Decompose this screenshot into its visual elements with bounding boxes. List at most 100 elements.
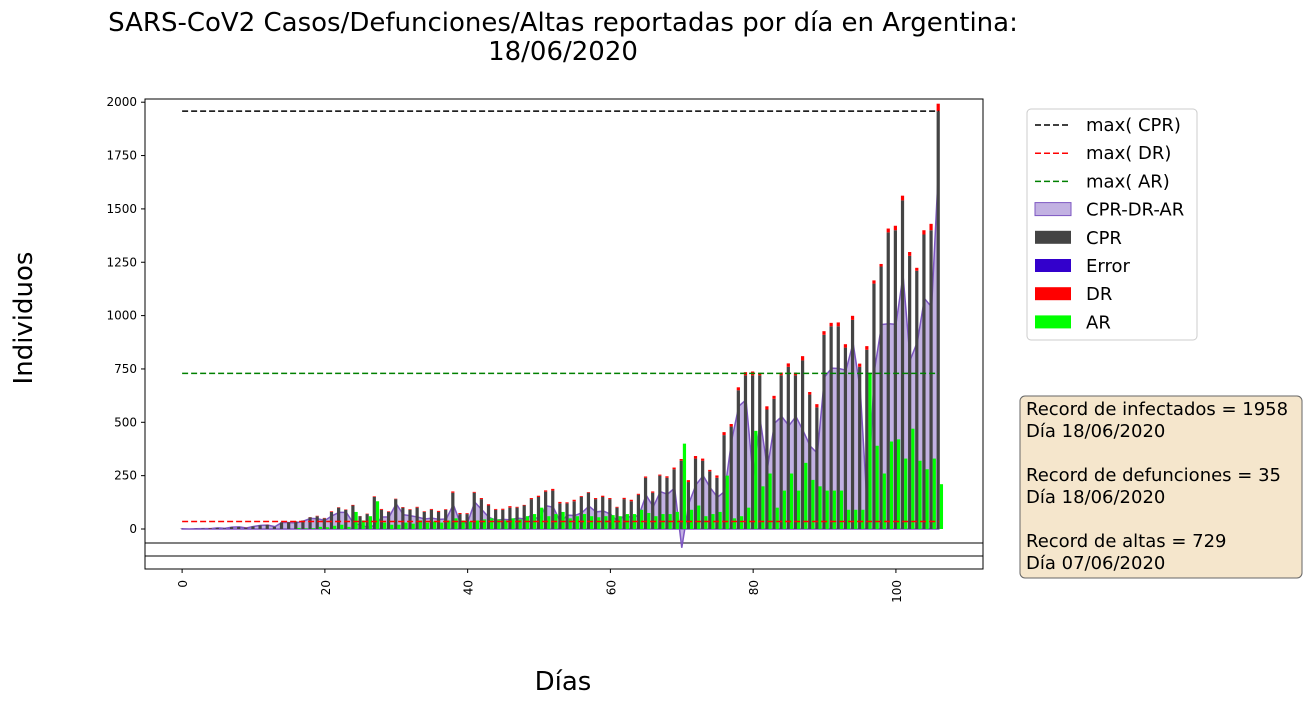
cpr-bar [837, 326, 840, 529]
cpr-bar [808, 395, 811, 529]
dr-bar [837, 322, 840, 326]
y-tick-label: 500 [114, 415, 137, 429]
ar-bar [883, 474, 886, 529]
cpr-bar [351, 506, 354, 529]
ar-bar [876, 446, 879, 529]
ar-bar [654, 516, 657, 529]
dr-bar [929, 224, 932, 230]
dr-bar [815, 404, 818, 407]
dr-bar [537, 496, 540, 497]
ar-bar [319, 527, 322, 529]
dr-bar [508, 506, 511, 507]
legend-swatch [1035, 203, 1071, 216]
legend-swatch [1035, 259, 1071, 272]
cpr-bar [573, 501, 576, 529]
dr-bar [473, 492, 476, 493]
ar-bar [754, 431, 757, 529]
dr-bar [701, 459, 704, 461]
ar-bar [369, 516, 372, 529]
x-tick-label: 0 [176, 580, 190, 588]
cpr-bar [737, 390, 740, 529]
dr-bar [808, 392, 811, 395]
dr-bar [594, 498, 597, 499]
chart-title: SARS-CoV2 Casos/Defunciones/Altas report… [108, 8, 1018, 38]
cpr-bar [266, 525, 269, 529]
cpr-bar [922, 235, 925, 529]
record-text: Día 07/06/2020 [1026, 553, 1165, 574]
cpr-bar [830, 326, 833, 529]
ar-bar [940, 484, 943, 529]
dr-bar [865, 346, 868, 350]
ar-bar [911, 429, 914, 529]
dr-bar [672, 468, 675, 470]
dr-bar [730, 424, 733, 427]
dr-bar [623, 498, 626, 499]
cpr-bar [601, 497, 604, 529]
cpr-bar [730, 427, 733, 529]
dr-bar [351, 505, 354, 506]
cpr-bar [258, 525, 261, 529]
legend-swatch [1035, 287, 1071, 300]
cpr-bar [416, 508, 419, 529]
cpr-bar [394, 499, 397, 529]
dr-bar [380, 509, 383, 510]
ar-bar [890, 442, 893, 529]
cpr-bar [380, 510, 383, 529]
dr-bar [665, 476, 668, 477]
legend-label: AR [1086, 312, 1111, 333]
x-tick-label: 100 [890, 580, 904, 603]
ar-bar [476, 520, 479, 529]
cpr-bar [694, 459, 697, 529]
dr-bar [451, 491, 454, 492]
ar-bar [305, 528, 308, 529]
cpr-bar [501, 510, 504, 529]
cpr-bar [508, 508, 511, 529]
dr-bar [544, 490, 547, 491]
ar-bar [597, 517, 600, 529]
dr-bar [901, 196, 904, 201]
dr-bar [772, 396, 775, 399]
ar-bar [619, 516, 622, 529]
cpr-bar [780, 375, 783, 529]
cpr-bar [316, 516, 319, 529]
cpr-bar [308, 517, 311, 529]
y-tick-label: 1250 [106, 255, 137, 269]
legend-label: max( CPR) [1086, 115, 1181, 136]
cpr-bar [323, 518, 326, 529]
dr-bar [444, 509, 447, 510]
record-text: Día 18/06/2020 [1026, 421, 1165, 442]
ar-bar [761, 486, 764, 529]
ar-bar [604, 516, 607, 529]
y-axis-label: Individuos [9, 252, 39, 385]
dr-bar [501, 509, 504, 510]
cpr-bar [844, 348, 847, 529]
ar-bar [312, 528, 315, 529]
dr-bar [915, 268, 918, 271]
cpr-bar [865, 350, 868, 529]
ar-bar [562, 512, 565, 529]
dr-bar [587, 492, 590, 493]
ar-bar [390, 525, 393, 529]
dr-bar [416, 507, 419, 508]
dr-bar [458, 513, 461, 514]
cpr-bar [858, 367, 861, 529]
dr-bar [558, 502, 561, 503]
dr-bar [608, 498, 611, 499]
dr-bar [715, 475, 718, 477]
cpr-bar [851, 320, 854, 529]
dr-bar [844, 344, 847, 347]
cpr-bar [401, 508, 404, 529]
ar-bar [376, 501, 379, 529]
cpr-bar [794, 375, 797, 529]
ar-bar [690, 510, 693, 529]
cpr-bar [537, 497, 540, 529]
cpr-bar [879, 267, 882, 529]
cpr-bar [680, 461, 683, 529]
dr-bar [879, 264, 882, 267]
dr-bar [872, 280, 875, 283]
cpr-bar [630, 501, 633, 529]
cpr-bar [872, 284, 875, 529]
dr-bar [680, 459, 683, 461]
ar-bar [440, 523, 443, 529]
